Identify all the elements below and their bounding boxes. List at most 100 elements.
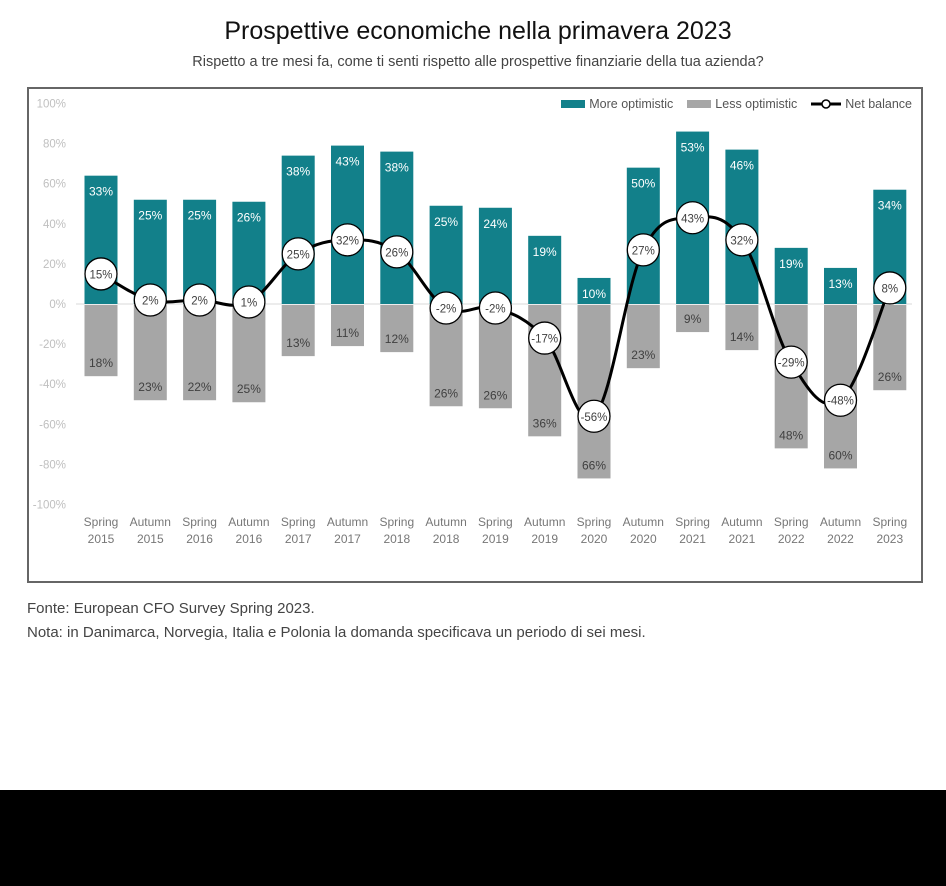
net-balance-label: -2% [485,304,505,316]
bar-label-more: 24% [483,217,507,231]
bar-label-less: 25% [237,382,261,396]
bar-more-optimistic [824,267,857,304]
y-tick-label: 80% [43,139,66,151]
source-note: Fonte: European CFO Survey Spring 2023. [27,600,315,617]
x-tick-label-year: 2019 [531,532,558,546]
chart-frame [27,87,923,583]
x-tick-label-season: Autumn [425,515,466,529]
bar-less-optimistic [281,305,315,357]
x-tick-label-year: 2021 [729,532,756,546]
net-balance-label: -48% [827,396,854,408]
bar-more-optimistic [528,235,562,304]
bar-more-optimistic [380,151,414,304]
bar-label-less: 18% [89,356,113,370]
net-balance-label: -56% [581,412,608,424]
x-tick-label-year: 2021 [679,532,706,546]
net-balance-label: 15% [89,269,112,281]
net-balance-marker [232,285,266,319]
legend-label-less: Less optimistic [715,97,798,111]
bar-label-more: 38% [385,161,409,175]
x-tick-label-season: Spring [577,515,612,529]
chart-subtitle: Rispetto a tre mesi fa, come ti senti ri… [192,54,764,70]
legend-item-net: Net balance [811,97,912,111]
bar-label-more: 33% [89,185,113,199]
net-balance-label: 27% [632,245,655,257]
bar-label-more: 25% [434,215,458,229]
bar-label-less: 66% [582,458,606,472]
bar-more-optimistic [478,207,512,304]
x-tick-label-season: Spring [281,515,316,529]
x-tick-label-season: Autumn [820,515,861,529]
bar-label-more: 46% [730,159,754,173]
y-tick-label: 20% [43,259,66,271]
net-balance-marker [774,345,808,379]
net-balance-marker [429,291,463,325]
legend: More optimistic Less optimistic Net bala… [561,97,912,111]
x-tick-label-year: 2015 [88,532,115,546]
net-balance-marker [823,383,858,417]
bar-label-more: 19% [533,245,557,259]
bar-label-more: 26% [237,211,261,225]
net-balance-label: 8% [881,283,898,295]
net-balance-marker [675,201,710,235]
net-balance-marker [626,233,660,267]
y-tick-label: 0% [49,299,66,311]
net-balance-label: 32% [336,235,359,247]
net-balance-marker [281,237,315,271]
net-balance-label: 1% [241,297,258,309]
bar-more-optimistic [429,205,463,304]
net-balance-marker [528,321,562,355]
y-tick-label: -80% [39,459,66,471]
y-tick-label: 60% [43,179,66,191]
footnote: Nota: in Danimarca, Norvegia, Italia e P… [27,624,646,641]
bar-label-less: 22% [188,380,212,394]
legend-swatch-more [561,100,586,108]
legend-line-marker-icon [811,99,842,109]
bar-label-more: 10% [582,287,606,301]
legend-label-more: More optimistic [589,97,674,111]
y-tick-label: 40% [43,219,66,231]
x-tick-label-year: 2022 [827,532,854,546]
y-tick-label: 100% [37,99,66,111]
bar-label-more: 50% [631,177,655,191]
x-tick-label-season: Autumn [623,515,664,529]
black-band [0,790,946,886]
bar-label-less: 60% [828,448,852,462]
bar-less-optimistic [331,305,364,347]
bar-more-optimistic [774,247,808,304]
net-balance-label: 43% [681,213,704,225]
net-balance-marker [478,291,513,325]
bar-more-optimistic [577,277,611,304]
x-tick-label-season: Spring [774,515,809,529]
net-balance-marker [873,271,907,305]
x-tick-label-season: Spring [182,515,217,529]
x-tick-label-season: Autumn [130,515,171,529]
legend-item-less: Less optimistic [687,97,797,111]
bar-label-more: 53% [681,141,705,155]
legend-label-net: Net balance [845,97,912,111]
x-tick-label-season: Spring [872,515,907,529]
x-tick-label-year: 2023 [876,532,903,546]
bar-label-less: 36% [533,416,557,430]
y-tick-label: -40% [39,379,66,391]
x-tick-label-season: Spring [675,515,710,529]
x-tick-label-year: 2022 [778,532,805,546]
bar-label-less: 26% [483,388,507,402]
bar-label-more: 19% [779,257,803,271]
bar-label-more: 43% [335,155,359,169]
bar-less-optimistic [232,305,266,403]
bar-label-less: 9% [684,312,702,326]
net-balance-label: 2% [191,295,208,307]
chart-plot: 100% 80% 60% 40% 20% 0% -20% -40% -60% -80% -100% 3… [33,99,912,546]
bar-less-optimistic [380,305,414,353]
x-tick-label-season: Autumn [524,515,565,529]
bar-label-more: 25% [188,209,212,223]
y-tick-label: -20% [39,339,66,351]
bar-less-optimistic [133,305,167,401]
net-balance-marker [330,223,365,257]
bar-label-less: 23% [138,380,162,394]
net-balance-marker [182,283,217,317]
bar-label-less: 12% [385,332,409,346]
bar-less-optimistic [84,305,118,377]
y-tick-label: -100% [33,500,66,512]
